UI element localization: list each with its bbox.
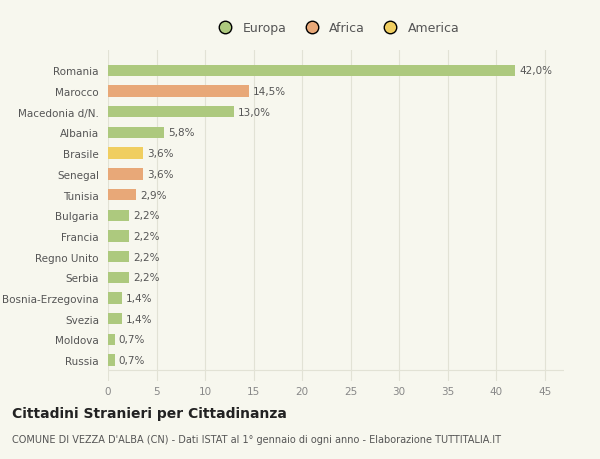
- Text: 14,5%: 14,5%: [253, 87, 286, 97]
- Bar: [108, 231, 130, 242]
- Bar: [108, 107, 234, 118]
- Text: 2,2%: 2,2%: [133, 252, 160, 262]
- Text: 5,8%: 5,8%: [168, 128, 194, 138]
- Bar: [108, 86, 248, 97]
- Bar: [108, 128, 164, 139]
- Bar: [108, 293, 122, 304]
- Text: 2,2%: 2,2%: [133, 231, 160, 241]
- Bar: [108, 148, 143, 159]
- Text: Cittadini Stranieri per Cittadinanza: Cittadini Stranieri per Cittadinanza: [12, 406, 287, 420]
- Bar: [108, 252, 130, 263]
- Bar: [108, 210, 130, 221]
- Text: 13,0%: 13,0%: [238, 107, 271, 118]
- Bar: [108, 169, 143, 180]
- Text: 2,9%: 2,9%: [140, 190, 167, 200]
- Text: 1,4%: 1,4%: [125, 293, 152, 303]
- Legend: Europa, Africa, America: Europa, Africa, America: [210, 20, 462, 38]
- Bar: [108, 190, 136, 201]
- Text: 3,6%: 3,6%: [147, 149, 173, 159]
- Bar: [108, 355, 115, 366]
- Text: 0,7%: 0,7%: [119, 335, 145, 345]
- Text: COMUNE DI VEZZA D'ALBA (CN) - Dati ISTAT al 1° gennaio di ogni anno - Elaborazio: COMUNE DI VEZZA D'ALBA (CN) - Dati ISTAT…: [12, 434, 501, 444]
- Text: 2,2%: 2,2%: [133, 273, 160, 283]
- Bar: [108, 272, 130, 283]
- Text: 2,2%: 2,2%: [133, 211, 160, 221]
- Text: 3,6%: 3,6%: [147, 169, 173, 179]
- Bar: [108, 66, 515, 77]
- Text: 42,0%: 42,0%: [520, 66, 553, 76]
- Text: 0,7%: 0,7%: [119, 355, 145, 365]
- Bar: [108, 313, 122, 325]
- Text: 1,4%: 1,4%: [125, 314, 152, 324]
- Bar: [108, 334, 115, 345]
